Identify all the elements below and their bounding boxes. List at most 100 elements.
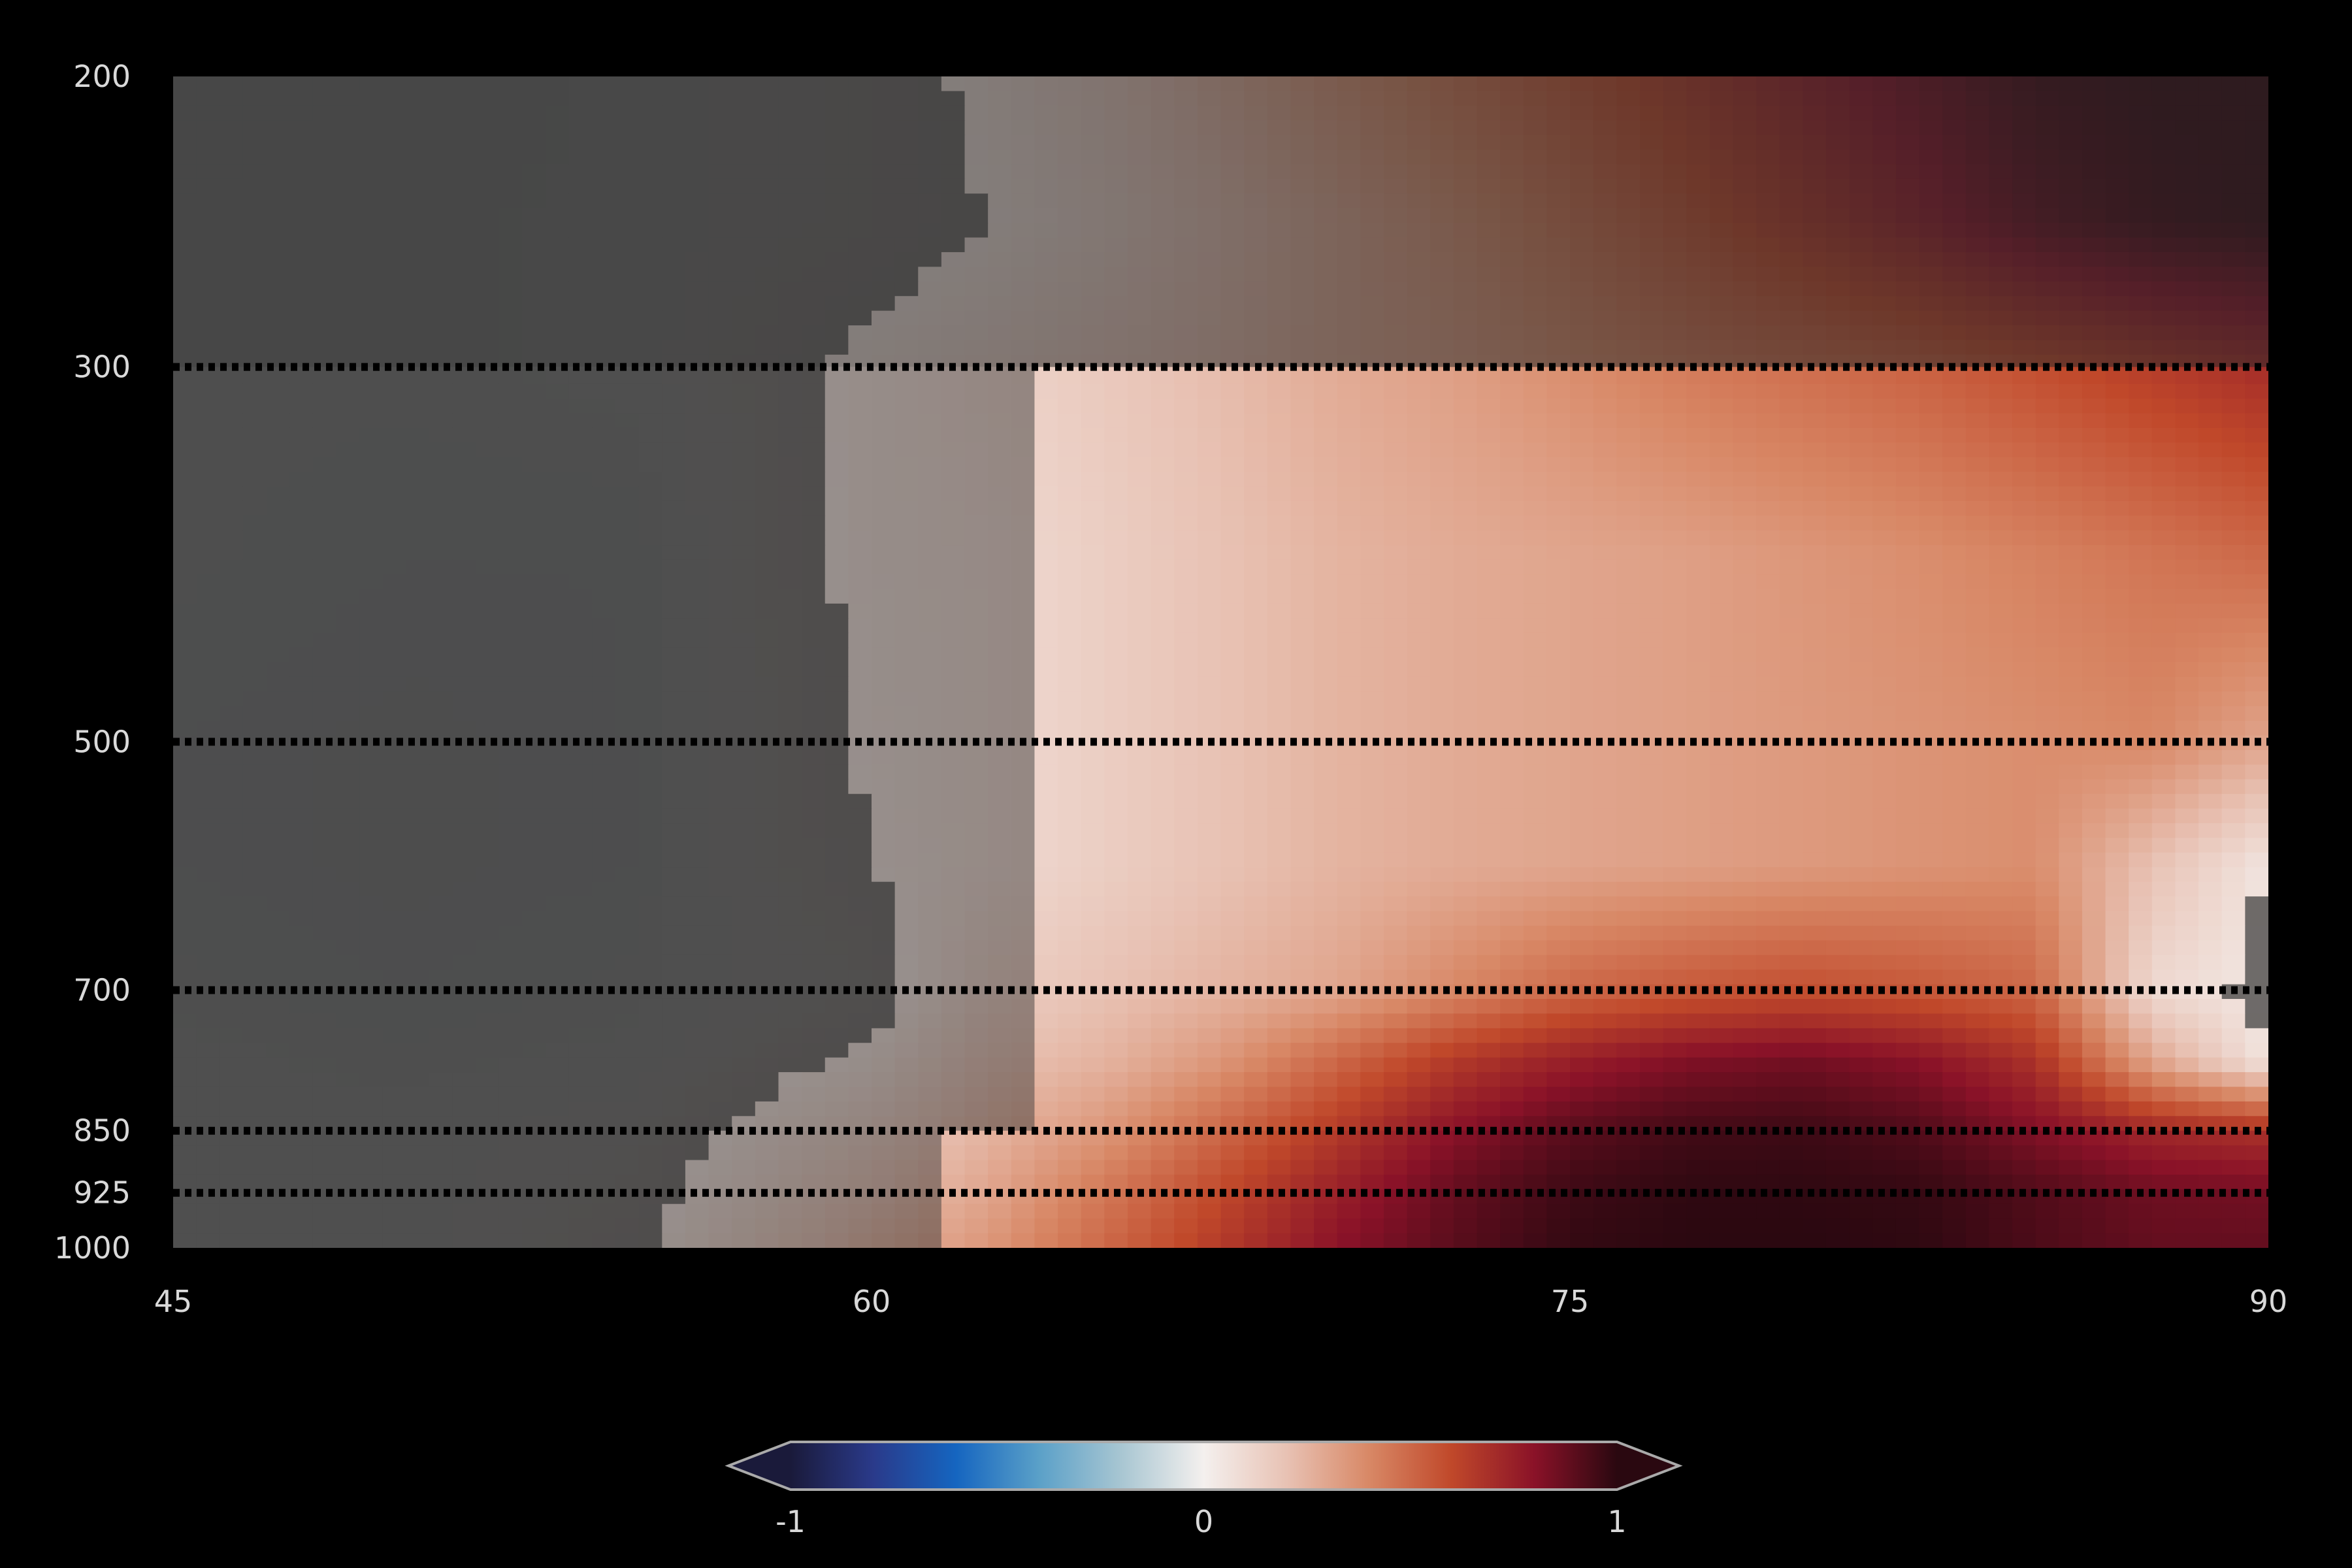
heatmap-cell [1686,589,1710,604]
heatmap-cell [359,427,384,444]
heatmap-cell [220,559,244,575]
heatmap-cell [476,852,500,868]
heatmap-cell [988,706,1012,721]
heatmap-cell [289,472,314,487]
heatmap-cell [755,413,779,429]
heatmap-cell [1639,530,1664,546]
heatmap-cell [662,838,686,853]
heatmap-cell [568,384,593,399]
heatmap-cell [615,632,640,648]
heatmap-cell [1500,779,1524,795]
heatmap-cell [1779,823,1804,839]
heatmap-cell [1290,618,1315,634]
heatmap-cell [1081,647,1105,663]
heatmap-cell [266,779,290,795]
heatmap-cell [1151,794,1175,809]
heatmap-cell [638,794,663,809]
heatmap-cell [1360,515,1384,531]
heatmap-cell [1733,867,1757,883]
heatmap-cell [1337,486,1362,502]
heatmap-cell [1709,852,1734,868]
heatmap-cell [1453,545,1478,561]
heatmap-cell [638,721,663,736]
heatmap-cell [242,369,267,385]
heatmap-cell [1453,691,1478,707]
heatmap-cell [1407,647,1431,663]
heatmap-cell [382,779,407,795]
heatmap-cell [476,881,500,897]
heatmap-cell [2012,559,2036,575]
heatmap-cell [662,515,686,531]
heatmap-cell [988,691,1012,707]
heatmap-cell [289,764,314,780]
heatmap-cell [406,457,430,472]
heatmap-cell [522,867,546,883]
heatmap-cell [1011,691,1036,707]
heatmap-cell [1593,603,1618,619]
heatmap-cell [1919,691,1943,707]
heatmap-cell [312,823,337,839]
heatmap-cell [1197,559,1222,575]
heatmap-cell [1290,589,1315,604]
heatmap-cell [1383,779,1408,795]
heatmap-cell [755,399,779,414]
heatmap-cell [825,691,849,707]
heatmap-cell [522,457,546,472]
heatmap-cell [359,472,384,487]
heatmap-cell [1011,530,1036,546]
heatmap-cell [2175,691,2199,707]
heatmap-cell [336,369,360,385]
heatmap-cell [1011,545,1036,561]
heatmap-cell [359,794,384,809]
heatmap-cell [568,808,593,824]
heatmap-cell [2035,442,2060,458]
heatmap-cell [848,647,872,663]
heatmap-cell [1383,427,1408,444]
heatmap-cell [1756,676,1780,693]
heatmap-cell [196,515,221,531]
heatmap-cell [1709,500,1734,517]
heatmap-cell [1849,413,1874,429]
heatmap-cell [1360,603,1384,619]
heatmap-cell [1290,574,1315,590]
heatmap-cell [1919,457,1943,472]
heatmap-cell [359,662,384,678]
heatmap-cell [1407,574,1431,590]
heatmap-cell [872,589,896,604]
heatmap-cell [1942,808,1967,824]
heatmap-cell [1314,662,1338,678]
heatmap-cell [336,427,360,444]
heatmap-cell [1267,442,1292,458]
heatmap-cell [2059,838,2083,853]
heatmap-cell [615,749,640,766]
heatmap-cell [1383,691,1408,707]
heatmap-cell [289,794,314,809]
heatmap-cell [382,472,407,487]
heatmap-cell [1407,618,1431,634]
heatmap-cell [452,721,477,736]
heatmap-cell [242,852,267,868]
heatmap-cell [522,384,546,399]
heatmap-cell [941,472,966,487]
heatmap-cell [964,515,988,531]
heatmap-cell [1244,486,1268,502]
heatmap-cell [1872,794,1897,809]
heatmap-cell [755,838,779,853]
heatmap-cell [732,427,756,444]
heatmap-cell [359,515,384,531]
heatmap-cell [778,545,802,561]
heatmap-cell [1593,442,1618,458]
heatmap-cell [708,662,732,678]
heatmap-cell [778,618,802,634]
heatmap-cell [662,574,686,590]
heatmap-cell [2245,764,2268,780]
heatmap-cell [1104,808,1128,824]
heatmap-cell [1616,749,1641,766]
heatmap-cell [1058,764,1082,780]
heatmap-cell [289,399,314,414]
heatmap-cell [1709,676,1734,693]
heatmap-cell [1639,500,1664,517]
heatmap-cell [2035,515,2060,531]
heatmap-cell [1756,632,1780,648]
heatmap-cell [2059,515,2083,531]
